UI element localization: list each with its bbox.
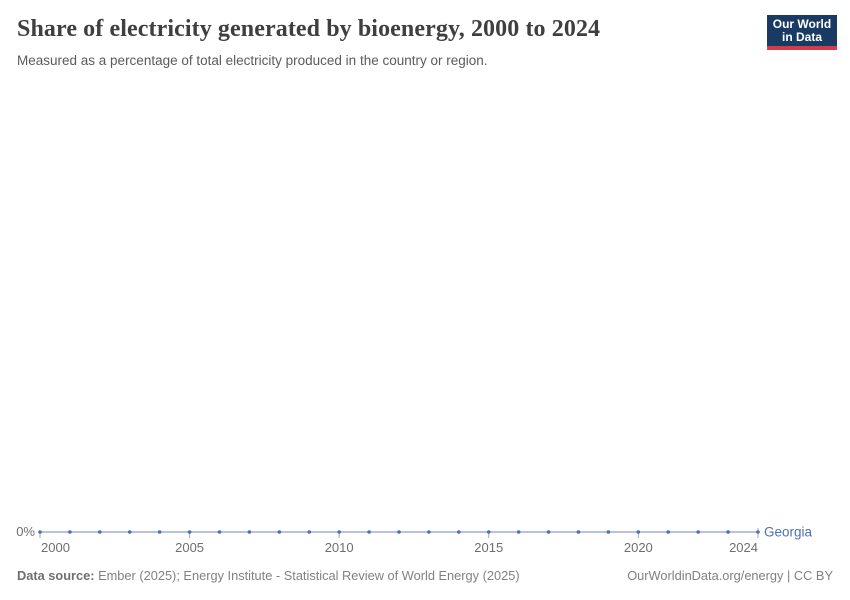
data-point[interactable]	[337, 530, 341, 534]
chart-footer: Data source: Ember (2025); Energy Instit…	[17, 568, 833, 584]
data-point[interactable]	[127, 530, 132, 534]
owid-logo-accent-bar	[767, 46, 837, 50]
x-tick-label: 2010	[325, 540, 354, 555]
data-point[interactable]	[486, 530, 491, 534]
x-tick-label: 2000	[41, 540, 70, 555]
data-point[interactable]	[457, 530, 461, 534]
x-tick-label: 2005	[175, 540, 204, 555]
x-tick-label: 2024	[729, 540, 758, 555]
chart-title: Share of electricity generated by bioene…	[17, 16, 601, 42]
data-source-label: Data source:	[17, 568, 95, 583]
owid-logo-box: Our World in Data	[767, 15, 837, 46]
data-point[interactable]	[606, 530, 611, 534]
chart-header: Share of electricity generated by bioene…	[17, 14, 747, 69]
data-point[interactable]	[157, 530, 162, 534]
owid-logo: Our World in Data	[767, 15, 837, 50]
data-point[interactable]	[427, 530, 431, 534]
entity-label: Georgia	[764, 525, 813, 540]
data-point[interactable]	[726, 530, 730, 534]
x-tick-label: 2020	[624, 540, 653, 555]
license-link[interactable]: OurWorldinData.org/energy | CC BY	[627, 568, 833, 583]
data-point[interactable]	[636, 530, 641, 534]
data-point[interactable]	[546, 530, 551, 534]
data-point[interactable]	[576, 530, 581, 534]
data-source-note: Data source: Ember (2025); Energy Instit…	[17, 568, 520, 584]
data-point[interactable]	[397, 530, 401, 534]
x-tick-label: 2015	[474, 540, 503, 555]
data-point[interactable]	[277, 530, 282, 534]
chart-subtitle: Measured as a percentage of total electr…	[17, 53, 488, 68]
data-point[interactable]	[666, 530, 671, 534]
y-tick-label: 0%	[16, 524, 35, 539]
data-point[interactable]	[217, 530, 222, 534]
data-point[interactable]	[307, 530, 312, 534]
data-point[interactable]	[247, 530, 252, 534]
owid-logo-line1: Our World	[772, 16, 832, 31]
data-point[interactable]	[38, 530, 42, 534]
data-point[interactable]	[187, 530, 192, 534]
data-point[interactable]	[696, 530, 700, 534]
data-point[interactable]	[98, 530, 102, 534]
data-point[interactable]	[68, 530, 72, 534]
owid-logo-line2: in Data	[781, 29, 822, 44]
data-source-text: Ember (2025); Energy Institute - Statist…	[94, 568, 520, 583]
data-point[interactable]	[516, 530, 521, 534]
data-point[interactable]	[756, 530, 760, 534]
data-point[interactable]	[367, 530, 371, 534]
